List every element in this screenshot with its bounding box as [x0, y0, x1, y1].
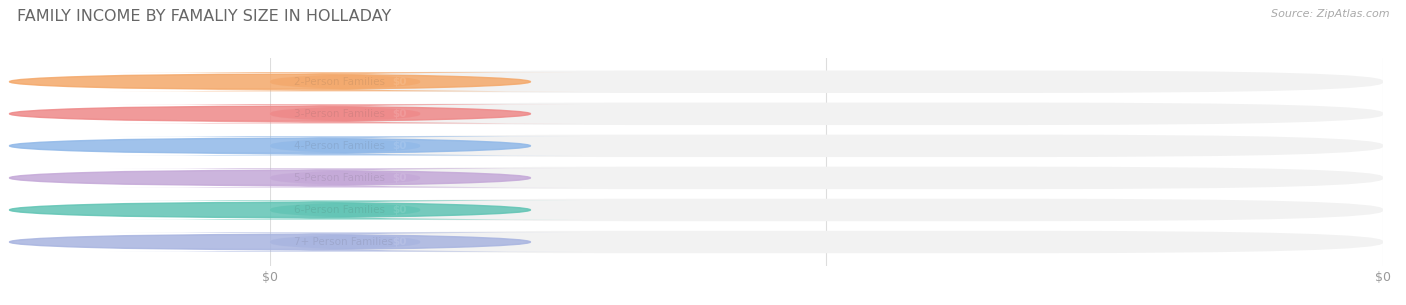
FancyBboxPatch shape	[270, 70, 1384, 93]
Text: 7+ Person Families: 7+ Person Families	[294, 237, 394, 247]
FancyBboxPatch shape	[270, 135, 1384, 157]
Circle shape	[10, 170, 530, 185]
Text: 5-Person Families: 5-Person Families	[294, 173, 385, 183]
Text: FAMILY INCOME BY FAMALIY SIZE IN HOLLADAY: FAMILY INCOME BY FAMALIY SIZE IN HOLLADA…	[17, 9, 391, 24]
Circle shape	[10, 235, 530, 249]
Text: 2-Person Families: 2-Person Families	[294, 77, 385, 87]
FancyBboxPatch shape	[270, 102, 1384, 125]
Text: 6-Person Families: 6-Person Families	[294, 205, 385, 215]
Text: $0: $0	[392, 173, 406, 183]
FancyBboxPatch shape	[270, 199, 1384, 221]
Circle shape	[10, 106, 530, 121]
Circle shape	[10, 203, 530, 217]
FancyBboxPatch shape	[270, 167, 1384, 189]
Text: 4-Person Families: 4-Person Families	[294, 141, 385, 151]
Text: $0: $0	[392, 237, 406, 247]
Circle shape	[10, 138, 530, 153]
Text: $0: $0	[392, 205, 406, 215]
FancyBboxPatch shape	[108, 168, 582, 188]
FancyBboxPatch shape	[108, 104, 582, 124]
FancyBboxPatch shape	[270, 231, 1384, 253]
Text: Source: ZipAtlas.com: Source: ZipAtlas.com	[1271, 9, 1389, 19]
FancyBboxPatch shape	[108, 136, 582, 156]
Text: 3-Person Families: 3-Person Families	[294, 109, 385, 119]
Text: $0: $0	[392, 141, 406, 151]
Text: $0: $0	[392, 77, 406, 87]
FancyBboxPatch shape	[108, 232, 582, 252]
FancyBboxPatch shape	[108, 72, 582, 91]
Circle shape	[10, 74, 530, 89]
Text: $0: $0	[392, 109, 406, 119]
FancyBboxPatch shape	[108, 200, 582, 220]
